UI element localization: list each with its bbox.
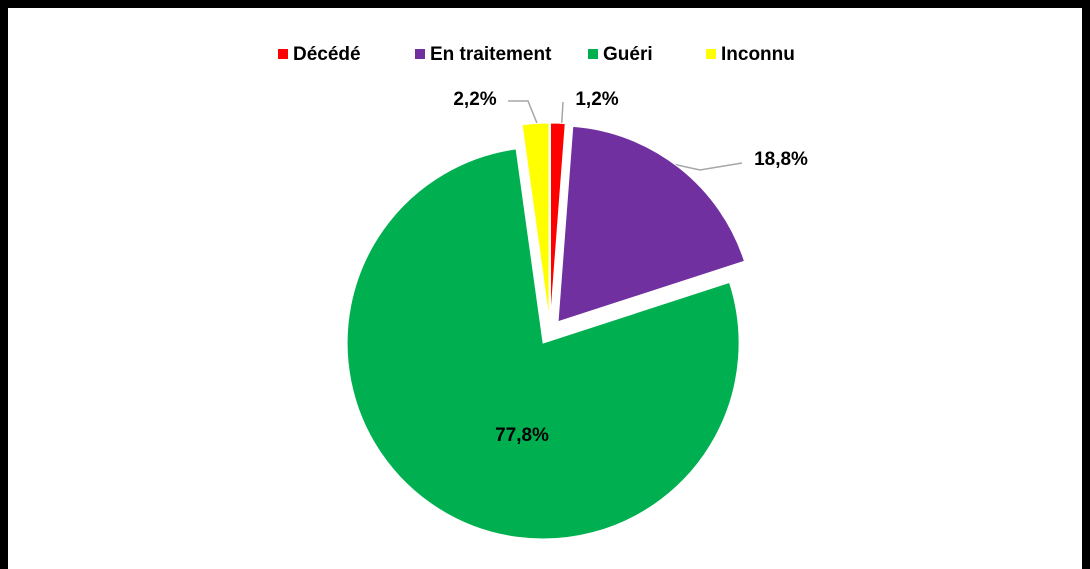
legend-label: Décédé [293, 44, 361, 65]
legend-label: Inconnu [721, 44, 795, 65]
data-label: 2,2% [453, 89, 496, 110]
pie-slice [521, 122, 550, 320]
pie-slice [346, 148, 740, 540]
pie-slice [549, 122, 566, 320]
data-label: 77,8% [495, 425, 549, 446]
legend-swatch [706, 49, 716, 59]
legend-label: Guéri [603, 44, 653, 65]
pie-slice [557, 125, 746, 323]
legend-swatch [415, 49, 425, 59]
legend-label: En traitement [430, 44, 552, 65]
legend-swatch [588, 49, 598, 59]
legend-swatch [278, 49, 288, 59]
data-label: 18,8% [754, 149, 808, 170]
data-label: 1,2% [575, 89, 618, 110]
